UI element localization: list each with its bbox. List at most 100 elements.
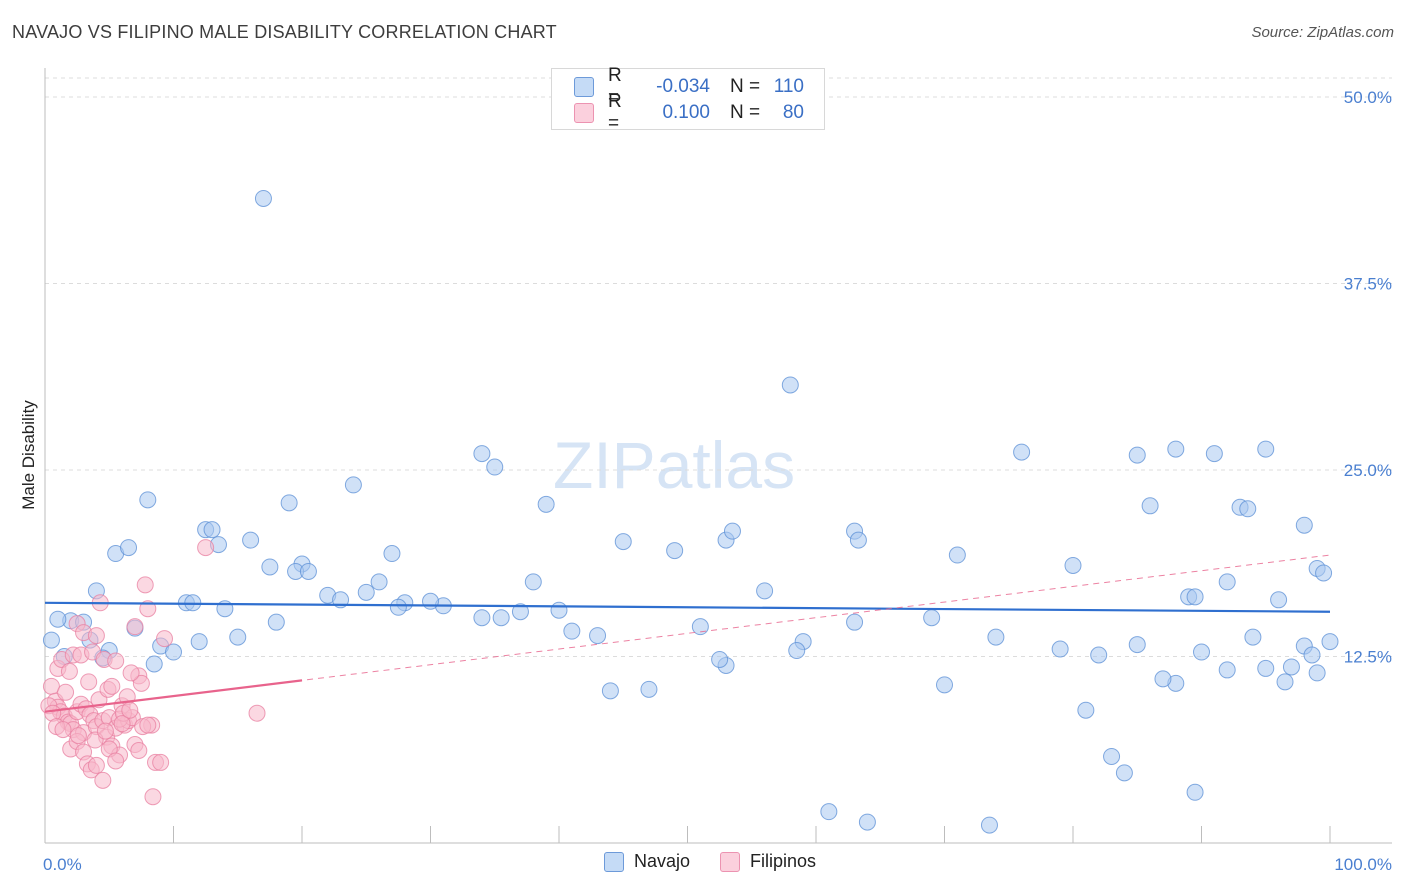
filipinos-point bbox=[113, 715, 131, 733]
navajo-point bbox=[203, 521, 221, 539]
navajo-legend-label: Navajo bbox=[634, 851, 691, 871]
navajo-point bbox=[723, 522, 741, 540]
navajo-point bbox=[1193, 643, 1210, 661]
filipinos-point bbox=[94, 771, 112, 789]
y-tick-label: 25.0% bbox=[1344, 461, 1392, 480]
filipinos-point bbox=[107, 652, 125, 670]
filipinos-r-value: 0.100 bbox=[662, 102, 710, 123]
filipinos-trend-line bbox=[44, 679, 303, 713]
navajo-point bbox=[849, 531, 867, 549]
filipinos-trend-extension bbox=[44, 554, 1331, 713]
navajo-point bbox=[1308, 664, 1326, 682]
navajo-point bbox=[1257, 659, 1275, 677]
r-label: R = bbox=[608, 65, 622, 108]
navajo-point bbox=[280, 494, 298, 512]
navajo-legend-swatch bbox=[604, 851, 624, 872]
navajo-point bbox=[299, 562, 317, 580]
navajo-point bbox=[666, 542, 684, 560]
filipinos-point bbox=[80, 673, 98, 691]
filipinos-point bbox=[132, 674, 150, 692]
navajo-point bbox=[486, 458, 504, 476]
navajo-point bbox=[344, 476, 362, 494]
navajo-point bbox=[473, 609, 491, 627]
chart-title: NAVAJO VS FILIPINO MALE DISABILITY CORRE… bbox=[12, 22, 557, 42]
navajo-point bbox=[1128, 636, 1146, 654]
series-legend: Navajo Filipinos bbox=[604, 851, 846, 872]
navajo-point bbox=[139, 491, 157, 509]
navajo-point bbox=[190, 633, 208, 651]
data-points bbox=[40, 189, 1339, 834]
filipinos-point bbox=[136, 576, 154, 594]
filipinos-point bbox=[87, 756, 105, 774]
navajo-point bbox=[254, 189, 272, 207]
navajo-point bbox=[858, 813, 876, 831]
navajo-point bbox=[1013, 443, 1031, 461]
correlation-legend: R = -0.034 N = 110 R = 0.100 N = 80 bbox=[551, 65, 825, 134]
navajo-trend-line bbox=[44, 601, 1331, 613]
navajo-point bbox=[261, 558, 279, 576]
navajo-point bbox=[614, 533, 632, 551]
navajo-point bbox=[165, 643, 182, 661]
filipinos-point bbox=[139, 600, 157, 618]
navajo-point bbox=[1295, 516, 1313, 534]
navajo-point bbox=[383, 545, 401, 563]
navajo-swatch bbox=[574, 77, 594, 97]
y-axis-title: Male Disability bbox=[19, 400, 38, 510]
navajo-point bbox=[120, 539, 138, 557]
navajo-point bbox=[1167, 440, 1185, 458]
navajo-point bbox=[601, 682, 619, 700]
filipinos-n-value: 80 bbox=[782, 102, 804, 123]
navajo-point bbox=[1270, 591, 1288, 609]
navajo-point bbox=[1141, 497, 1159, 515]
navajo-point bbox=[242, 531, 260, 549]
navajo-point bbox=[229, 628, 247, 646]
filipinos-point bbox=[152, 753, 170, 771]
trend-lines bbox=[44, 554, 1331, 713]
navajo-point bbox=[1321, 633, 1339, 651]
n-label: N = bbox=[730, 76, 761, 97]
navajo-point bbox=[1103, 747, 1121, 765]
navajo-point bbox=[980, 816, 998, 834]
navajo-point bbox=[640, 680, 658, 698]
filipinos-point bbox=[121, 701, 139, 719]
filipinos-legend-swatch bbox=[720, 851, 741, 872]
navajo-r-value: -0.034 bbox=[656, 76, 710, 97]
filipinos-point bbox=[69, 727, 87, 745]
source-label: Source: ZipAtlas.com bbox=[1251, 24, 1394, 41]
navajo-point bbox=[846, 613, 864, 631]
navajo-point bbox=[524, 573, 542, 591]
navajo-point bbox=[357, 583, 375, 601]
navajo-point bbox=[145, 655, 163, 673]
navajo-n-value: 110 bbox=[773, 76, 804, 97]
y-tick-label: 12.5% bbox=[1344, 648, 1392, 667]
legend-item-navajo[interactable]: Navajo bbox=[604, 851, 690, 872]
navajo-point bbox=[1128, 446, 1146, 464]
navajo-point bbox=[1315, 564, 1333, 582]
navajo-point bbox=[781, 376, 799, 394]
filipinos-point bbox=[96, 722, 114, 740]
axes bbox=[44, 68, 1392, 844]
filipinos-point bbox=[130, 741, 148, 759]
y-tick-label: 50.0% bbox=[1344, 88, 1392, 107]
navajo-point bbox=[1064, 556, 1082, 574]
navajo-point bbox=[389, 598, 407, 616]
navajo-point bbox=[1303, 646, 1321, 664]
filipinos-point bbox=[42, 677, 60, 695]
navajo-point bbox=[49, 610, 67, 628]
filipinos-swatch bbox=[574, 103, 594, 123]
navajo-point bbox=[1239, 500, 1257, 518]
x-tick-label-min: 0.0% bbox=[43, 855, 82, 874]
navajo-point bbox=[1276, 673, 1294, 691]
navajo-point bbox=[987, 628, 1005, 646]
filipinos-point bbox=[54, 721, 72, 739]
navajo-point bbox=[537, 495, 555, 513]
navajo-point bbox=[948, 546, 966, 564]
navajo-point bbox=[1282, 658, 1300, 676]
legend-item-filipinos[interactable]: Filipinos bbox=[720, 851, 816, 872]
filipinos-point bbox=[103, 677, 121, 695]
navajo-point bbox=[756, 582, 774, 600]
navajo-point bbox=[1218, 661, 1236, 679]
navajo-point bbox=[422, 592, 439, 610]
navajo-point bbox=[1257, 440, 1275, 458]
